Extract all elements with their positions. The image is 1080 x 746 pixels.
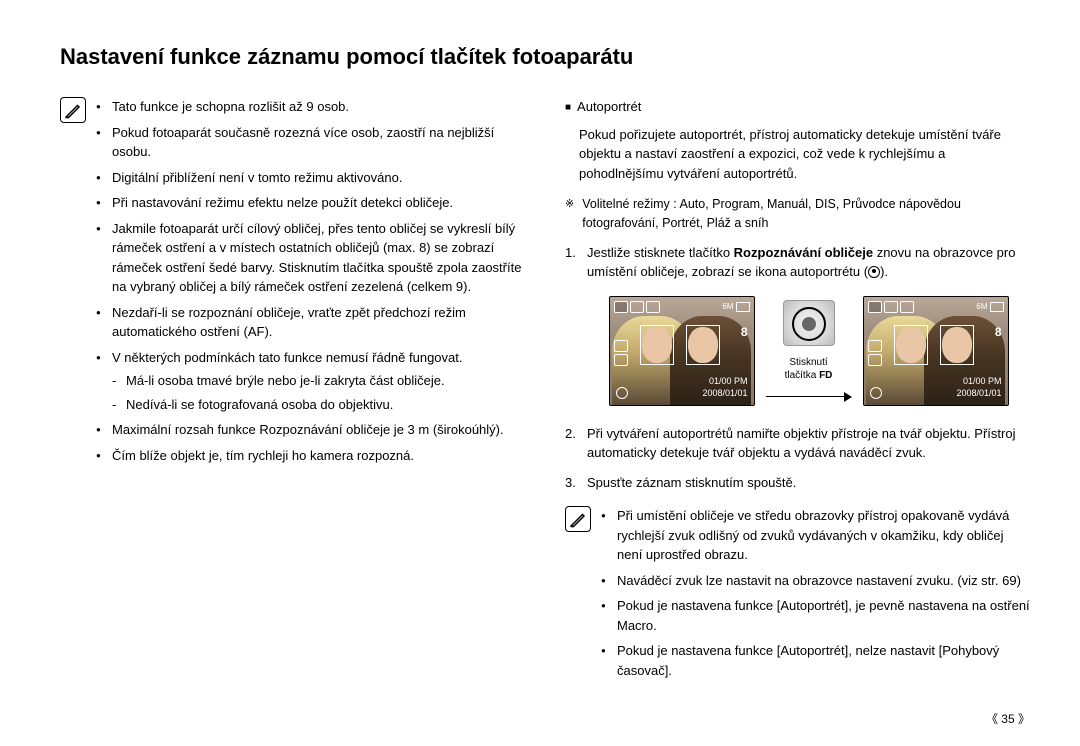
left-bullet-text: V některých podmínkách tato funkce nemus… (112, 350, 463, 365)
fd-button-graphic (783, 300, 835, 346)
shots-remaining: 8 (741, 323, 748, 341)
star-icon: ※ (565, 195, 574, 233)
battery-icon (736, 302, 750, 312)
hud-icon (614, 340, 628, 352)
hud-icon (884, 301, 898, 313)
right-note-bullet: Pokud je nastavena funkce [Autoportrét],… (601, 641, 1030, 680)
left-sub-item: Má-li osoba tmavé brýle nebo je-li zakry… (112, 371, 525, 391)
hud-mid-left (614, 340, 628, 366)
mode-dial-icon (614, 301, 628, 313)
steps-list: Jestliže stisknete tlačítko Rozpoznávání… (565, 243, 1030, 493)
left-bullet: Čím blíže objekt je, tím rychleji ho kam… (96, 446, 525, 466)
left-sub-item: Nedívá-li se fotografovaná osoba do obje… (112, 395, 525, 415)
fd-caption: Stisknutí tlačítka FD (785, 356, 833, 382)
hud-date: 2008/01/01 (702, 387, 747, 401)
hud-top-left (614, 301, 660, 313)
figure-mid-column: Stisknutí tlačítka FD (765, 300, 853, 402)
step1-pre: Jestliže stisknete tlačítko (587, 245, 734, 260)
left-bullet: Při nastavování režimu efektu nelze použ… (96, 193, 525, 213)
hud-top-right: 6M (722, 301, 749, 313)
left-bullet: Jakmile fotoaparát určí cílový obličej, … (96, 219, 525, 297)
hud-icon (646, 301, 660, 313)
modes-label: Volitelné režimy : (582, 197, 676, 211)
right-column: Autoportrét Pokud pořizujete autoportrét… (565, 97, 1030, 686)
left-bullet: Pokud fotoaparát současně rozezná více o… (96, 123, 525, 162)
note-icon (565, 506, 591, 532)
camera-screenshot-right: 6M 8 01/00 PM 2008/01/01 (863, 296, 1009, 406)
mode-dial-icon (868, 301, 882, 313)
macro-icon (616, 387, 628, 399)
hud-icon (868, 340, 882, 352)
left-column: Tato funkce je schopna rozlišit až 9 oso… (60, 97, 525, 686)
right-note-bullet: Pokud je nastavena funkce [Autoportrét],… (601, 596, 1030, 635)
left-bullet-list: Tato funkce je schopna rozlišit až 9 oso… (96, 97, 525, 465)
right-note-bullet: Při umístění obličeje ve středu obrazovk… (601, 506, 1030, 565)
hud-top-right: 6M (976, 301, 1003, 313)
right-note-block: Při umístění obličeje ve středu obrazovk… (565, 506, 1030, 686)
autoportrait-intro: Pokud pořizujete autoportrét, přístroj a… (565, 125, 1030, 184)
camera-screenshot-left: 6M 8 01/00 PM 2008/01/01 (609, 296, 755, 406)
arrow-right-icon (766, 392, 852, 402)
step-1: Jestliže stisknete tlačítko Rozpoznávání… (565, 243, 1030, 406)
left-bullet: Digitální přiblížení není v tomto režimu… (96, 168, 525, 188)
hud-mid-left (868, 340, 882, 366)
modes-text: Volitelné režimy : Auto, Program, Manuál… (582, 195, 1030, 233)
hud-date: 2008/01/01 (956, 387, 1001, 401)
right-note-content: Při umístění obličeje ve středu obrazovk… (601, 506, 1030, 686)
left-sub-list: Má-li osoba tmavé brýle nebo je-li zakry… (112, 371, 525, 414)
left-note-block: Tato funkce je schopna rozlišit až 9 oso… (60, 97, 525, 471)
right-note-bullet: Naváděcí zvuk lze nastavit na obrazovce … (601, 571, 1030, 591)
hud-top-left (868, 301, 914, 313)
left-bullet: Nezdaří-li se rozpoznání obličeje, vraťt… (96, 303, 525, 342)
hud-icon (900, 301, 914, 313)
step-3: Spusťte záznam stisknutím spouště. (565, 473, 1030, 493)
left-note-content: Tato funkce je schopna rozlišit až 9 oso… (96, 97, 525, 471)
shots-remaining: 8 (995, 323, 1002, 341)
content-columns: Tato funkce je schopna rozlišit až 9 oso… (60, 97, 1030, 686)
size-badge: 6M (976, 301, 987, 313)
step-2: Při vytváření autoportrétů namiřte objek… (565, 424, 1030, 463)
figure-row: 6M 8 01/00 PM 2008/01/01 Stisknutí tlačí… (587, 296, 1030, 406)
modes-line: ※ Volitelné režimy : Auto, Program, Manu… (565, 195, 1030, 233)
left-bullet: Maximální rozsah funkce Rozpoznávání obl… (96, 420, 525, 440)
right-note-list: Při umístění obličeje ve středu obrazovk… (601, 506, 1030, 680)
page-number: 35 (986, 710, 1030, 728)
step1-bold: Rozpoznávání obličeje (734, 245, 873, 260)
hud-icon (614, 354, 628, 366)
note-icon (60, 97, 86, 123)
autoportrait-heading: Autoportrét (565, 97, 1030, 117)
step1-end: ). (880, 264, 888, 279)
fd-caption-line1: Stisknutí (789, 357, 827, 368)
left-bullet: V některých podmínkách tato funkce nemus… (96, 348, 525, 415)
left-bullet: Tato funkce je schopna rozlišit až 9 oso… (96, 97, 525, 117)
autoportrait-inline-icon (868, 266, 880, 278)
fd-caption-line2-bold: FD (819, 370, 832, 381)
page-title: Nastavení funkce záznamu pomocí tlačítek… (60, 40, 1030, 73)
macro-icon (870, 387, 882, 399)
hud-icon (630, 301, 644, 313)
size-badge: 6M (722, 301, 733, 313)
battery-icon (990, 302, 1004, 312)
fd-caption-line2-pre: tlačítka (785, 370, 819, 381)
hud-icon (868, 354, 882, 366)
